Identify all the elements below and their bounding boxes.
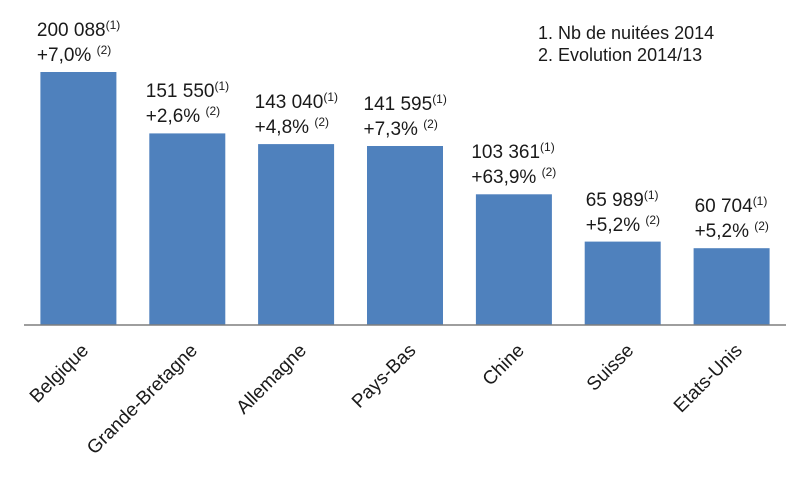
evolution-label: +7,3% (2) bbox=[363, 116, 438, 140]
value-label: 151 550(1) bbox=[145, 79, 230, 103]
bar-etats-unis bbox=[693, 248, 770, 325]
evolution-label: +7,0% (2) bbox=[36, 43, 112, 66]
data-label: 60 704(1) +5,2% (2) bbox=[695, 194, 769, 244]
data-label: 200 088(1) +7,0% (2) bbox=[37, 18, 120, 68]
data-label: 143 040(1) +4,8% (2) bbox=[255, 90, 338, 140]
legend-note-1: 1. Nb de nuitées 2014 bbox=[538, 23, 715, 43]
evolution-label: +5,2% (2) bbox=[585, 212, 661, 236]
legend-note-2: 2. Evolution 2014/13 bbox=[538, 45, 703, 65]
bars-group bbox=[40, 72, 770, 325]
bar-belgique bbox=[40, 72, 117, 325]
value-label: 60 704(1) bbox=[694, 194, 768, 218]
data-label: 103 361(1) +63,9% (2) bbox=[471, 140, 556, 190]
data-label: 141 595(1) +7,3% (2) bbox=[364, 92, 447, 142]
value-label: 143 040(1) bbox=[254, 90, 338, 114]
value-label: 103 361(1) bbox=[471, 140, 555, 164]
legend: 1. Nb de nuitées 2014 2. Evolution 2014/… bbox=[538, 22, 714, 66]
bar-chine bbox=[475, 194, 552, 325]
bar-grande-bretagne bbox=[149, 133, 226, 325]
evolution-label: +5,2% (2) bbox=[694, 219, 769, 243]
data-label: 65 989(1) +5,2% (2) bbox=[586, 188, 660, 238]
evolution-label: +63,9% (2) bbox=[471, 165, 557, 189]
evolution-label: +4,8% (2) bbox=[254, 115, 329, 139]
value-label: 141 595(1) bbox=[363, 91, 447, 115]
bar-allemagne bbox=[258, 144, 335, 325]
data-label: 151 550(1) +2,6% (2) bbox=[146, 79, 229, 129]
value-label: 65 989(1) bbox=[585, 187, 659, 211]
evolution-label: +2,6% (2) bbox=[145, 104, 221, 128]
bar-suisse bbox=[584, 241, 661, 325]
value-label: 200 088(1) bbox=[36, 18, 121, 41]
bar-pays-bas bbox=[367, 146, 443, 325]
